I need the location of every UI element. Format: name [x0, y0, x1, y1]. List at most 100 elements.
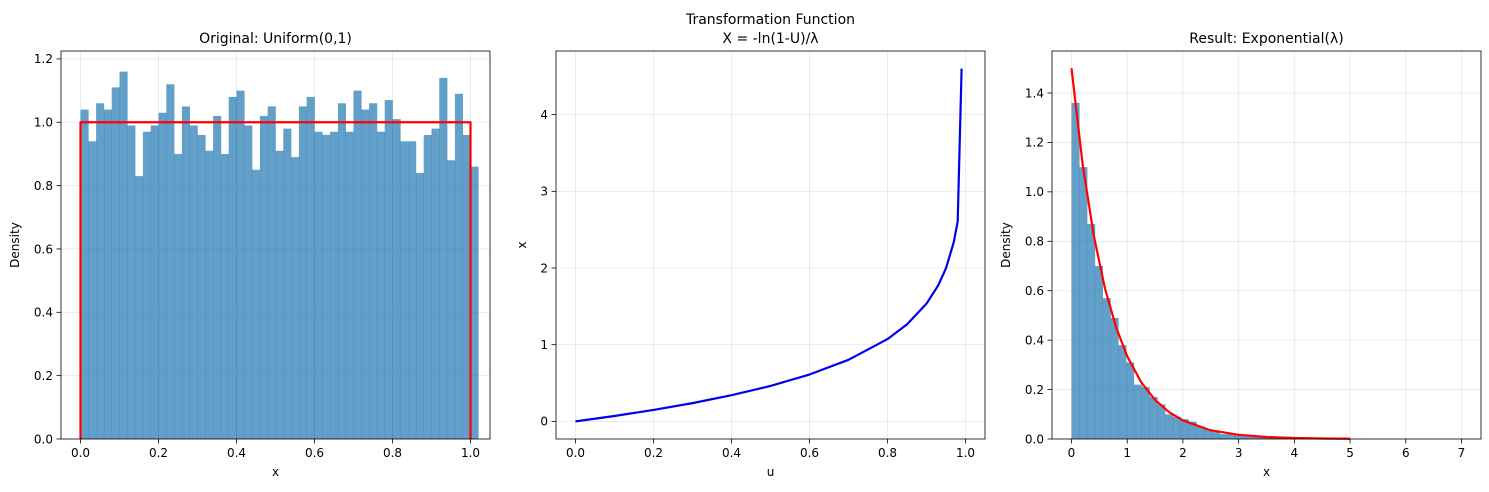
- plot-area: [1070, 68, 1369, 440]
- histogram-bar: [1204, 429, 1213, 439]
- histogram-bar: [1133, 384, 1142, 439]
- y-tick-label: 0.2: [34, 369, 53, 383]
- histogram-bar: [322, 134, 331, 439]
- histogram-bar: [1141, 387, 1150, 439]
- x-tick-label: 0.6: [800, 446, 819, 460]
- y-axis-ticks: 0.0 0.2 0.4 0.6 0.8 1.0 1.2: [34, 52, 61, 446]
- series-line: [575, 68, 963, 423]
- histogram-bar: [345, 131, 354, 440]
- y-tick-label: 2: [540, 261, 548, 275]
- exponential-histogram-panel: 0 1 2 3 4 5 6 7 0.0 0.2 0.4 0.6 0.8 1.0 1.2 1.4 Result…: [999, 31, 1482, 479]
- histogram-bar: [291, 157, 300, 439]
- histogram-bar: [275, 150, 284, 439]
- histogram-bar: [150, 125, 159, 440]
- histogram-bar: [1188, 421, 1197, 439]
- x-axis-ticks: 0 1 2 3 4 5 6 7: [1068, 439, 1466, 460]
- histogram-bar: [1243, 436, 1252, 439]
- histogram-bar: [470, 166, 479, 440]
- x-tick-label: 3: [1235, 446, 1243, 460]
- histogram-bar: [415, 172, 424, 439]
- histogram-bar: [1149, 396, 1158, 439]
- histogram-bar: [1196, 426, 1205, 439]
- x-tick-label: 0.6: [305, 446, 324, 460]
- histogram-bar: [353, 90, 362, 440]
- chart-title-line-2: X = -ln(1-U)/λ: [722, 31, 818, 47]
- x-tick-label: 0.2: [644, 446, 663, 460]
- histogram-bar: [1235, 435, 1244, 439]
- uniform-histogram-panel: 0.0 0.2 0.4 0.6 0.8 1.0 0.0 0.2 0.4 0.6 0.8 1.0 1.2…: [8, 31, 491, 479]
- y-tick-label: 3: [540, 185, 548, 199]
- histogram-bar: [1219, 434, 1228, 439]
- y-tick-label: 0.8: [1025, 235, 1044, 249]
- y-tick-label: 0: [540, 415, 548, 429]
- x-tick-label: 0.4: [722, 446, 741, 460]
- x-tick-label: 6: [1402, 446, 1410, 460]
- histogram-bar: [111, 87, 120, 439]
- x-tick-label: 0: [1068, 446, 1076, 460]
- y-tick-label: 0.6: [34, 242, 53, 256]
- histogram-bar: [181, 106, 190, 439]
- x-tick-label: 0.4: [227, 446, 246, 460]
- y-tick-label: 1: [540, 338, 548, 352]
- x-tick-label: 2: [1179, 446, 1187, 460]
- histogram-bar: [1110, 317, 1119, 439]
- histogram-bar: [423, 134, 432, 439]
- histogram-bar: [337, 103, 346, 439]
- y-tick-label: 0.4: [34, 306, 53, 320]
- histogram-bar: [267, 106, 276, 439]
- y-axis-ticks: 0 1 2 3 4: [540, 108, 556, 429]
- x-tick-label: 7: [1458, 446, 1466, 460]
- chart-title: Result: Exponential(λ): [1189, 31, 1343, 47]
- density-curve: [1070, 68, 1351, 440]
- histogram-bar: [103, 109, 112, 439]
- x-tick-label: 1.0: [461, 446, 480, 460]
- x-tick-label: 1: [1123, 446, 1131, 460]
- y-axis-label: Density: [999, 222, 1013, 268]
- y-tick-label: 0.6: [1025, 284, 1044, 298]
- histogram-bar: [1180, 419, 1189, 439]
- histogram-bar: [80, 109, 89, 439]
- y-tick-label: 0.0: [34, 432, 53, 446]
- histogram-bar: [400, 141, 409, 439]
- histogram-bar: [1165, 414, 1174, 439]
- x-tick-label: 0.0: [566, 446, 585, 460]
- y-tick-label: 4: [540, 108, 548, 122]
- histogram-bar: [1071, 102, 1080, 440]
- histogram-bar: [330, 131, 339, 440]
- histogram-bar: [384, 100, 393, 440]
- x-axis-label: x: [272, 465, 279, 479]
- x-tick-label: 1.0: [956, 446, 975, 460]
- histogram-bar: [1227, 434, 1236, 439]
- y-tick-label: 0.0: [1025, 432, 1044, 446]
- y-axis-label: x: [515, 241, 529, 248]
- transformation-function-panel: 0.0 0.2 0.4 0.6 0.8 1.0 0 1 2 3 4 Transformation …: [515, 12, 986, 479]
- y-tick-label: 1.2: [34, 52, 53, 66]
- histogram-bar: [197, 134, 206, 439]
- y-axis-label: Density: [8, 222, 22, 268]
- histogram-bar: [1258, 437, 1267, 439]
- histogram-bar: [376, 131, 385, 440]
- plot-area: [79, 71, 479, 440]
- histogram-bar: [306, 96, 315, 440]
- histogram-bar: [392, 119, 401, 439]
- histogram-bar: [454, 93, 463, 439]
- histogram-bar: [1157, 404, 1166, 439]
- grid: [556, 51, 985, 439]
- y-axis-ticks: 0.0 0.2 0.4 0.6 0.8 1.0 1.2 1.4: [1025, 86, 1052, 446]
- histogram-bar: [142, 131, 151, 440]
- y-tick-label: 1.2: [1025, 136, 1044, 150]
- histogram-bar: [174, 153, 183, 439]
- histogram-bar: [361, 109, 370, 439]
- x-tick-label: 0.8: [383, 446, 402, 460]
- histogram-bar: [88, 141, 97, 439]
- axes-frame: [1051, 50, 1482, 440]
- x-tick-label: 0.0: [71, 446, 90, 460]
- histogram-bar: [96, 103, 105, 439]
- histogram-bar: [462, 134, 471, 439]
- histogram-bar: [314, 131, 323, 440]
- histogram-bar: [158, 112, 167, 439]
- y-tick-label: 1.0: [1025, 185, 1044, 199]
- histogram-bar: [1102, 298, 1111, 439]
- histogram-bar: [283, 128, 292, 439]
- x-axis-ticks: 0.0 0.2 0.4 0.6 0.8 1.0: [566, 439, 975, 460]
